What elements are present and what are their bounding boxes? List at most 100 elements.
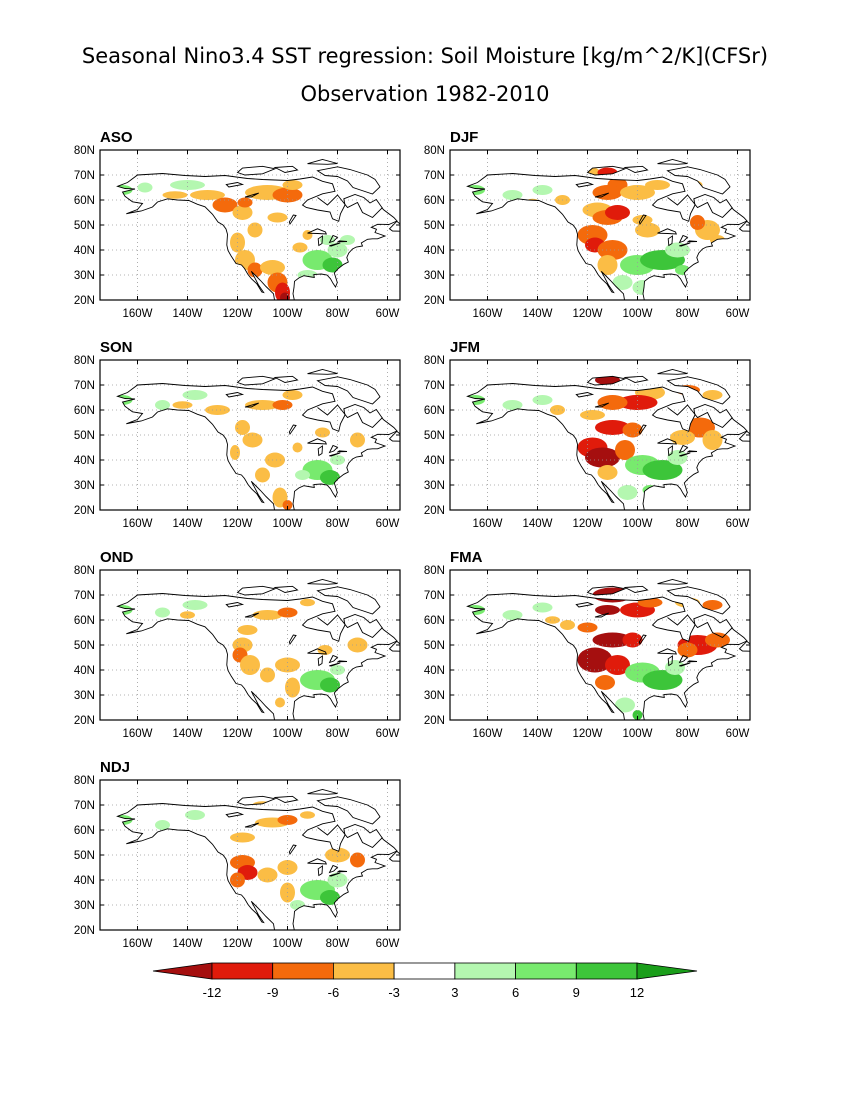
lat-tick-label: 80N (74, 355, 95, 367)
anomaly-shading (317, 645, 333, 655)
lon-tick-label: 100W (622, 518, 652, 530)
lon-tick-label: 80W (326, 728, 350, 740)
lon-tick-label: 160W (122, 938, 152, 950)
lat-tick-label: 60N (424, 195, 445, 207)
lon-tick-label: 100W (272, 728, 302, 740)
panel-label: DJF (450, 129, 478, 146)
lat-tick-label: 80N (424, 565, 445, 577)
anomaly-shading (595, 420, 630, 435)
lon-tick-label: 100W (622, 308, 652, 320)
lat-tick-label: 60N (74, 615, 95, 627)
map-panel-aso: ASO 80N 70N 60N 50N 40N 30N 20N 160W 140W 120W 100W… (74, 129, 401, 320)
lat-tick-label: 40N (74, 455, 95, 467)
anomaly-shading (502, 400, 523, 410)
coastlines (116, 159, 400, 300)
anomaly-shading (597, 465, 618, 480)
lon-tick-label: 160W (122, 308, 152, 320)
lon-tick-label: 60W (376, 518, 400, 530)
anomaly-shading (257, 867, 278, 883)
lon-tick-label: 120W (222, 728, 252, 740)
anomaly-shading (275, 697, 285, 708)
anomaly-shading (172, 401, 193, 409)
anomaly-shading (597, 240, 628, 260)
anomaly-shading (230, 445, 240, 460)
anomaly-shading (592, 185, 623, 200)
lat-tick-label: 70N (74, 590, 95, 602)
anomaly-shading (285, 677, 300, 698)
anomaly-shading (247, 262, 263, 278)
lon-tick-label: 140W (172, 518, 202, 530)
anomaly-shading (325, 847, 350, 863)
axis-ticks: 80N 70N 60N 50N 40N 30N 20N 160W 140W 120W 100W 80W… (424, 565, 750, 740)
lat-tick-label: 70N (424, 170, 445, 182)
lat-tick-label: 30N (424, 690, 445, 702)
map-area (450, 150, 750, 300)
anomaly-shading (560, 620, 575, 630)
anomaly-shading (665, 660, 685, 675)
lon-tick-label: 60W (376, 938, 400, 950)
anomaly-shading (532, 602, 553, 613)
lon-tick-label: 60W (376, 308, 400, 320)
map-area (100, 570, 400, 720)
lat-tick-label: 20N (424, 505, 445, 517)
lon-tick-label: 160W (472, 518, 502, 530)
anomaly-shading (320, 677, 340, 693)
anomaly-shading (615, 697, 635, 713)
lat-tick-label: 40N (74, 875, 95, 887)
anomaly-shading (622, 422, 643, 438)
coastlines (116, 579, 400, 720)
lon-tick-label: 100W (272, 518, 302, 530)
lon-tick-label: 60W (726, 518, 750, 530)
lon-tick-label: 60W (726, 728, 750, 740)
anomaly-shading (300, 598, 315, 607)
anomaly-shading (170, 180, 205, 190)
map-panel-ndj: NDJ 80N 70N 60N 50N 40N 30N 20N 160W 140W 120W 100W… (74, 759, 401, 950)
lat-tick-label: 70N (74, 800, 95, 812)
anomaly-shading (320, 235, 335, 245)
anomaly-shading (617, 485, 638, 500)
anomaly-shading (545, 616, 560, 624)
anomaly-shading (612, 275, 633, 290)
anomaly-shading (280, 292, 290, 300)
lon-tick-label: 80W (676, 518, 700, 530)
panel-label: NDJ (100, 759, 130, 776)
lat-tick-label: 80N (424, 355, 445, 367)
lon-tick-label: 160W (472, 728, 502, 740)
lat-tick-label: 40N (424, 665, 445, 677)
panel-label: JFM (450, 339, 480, 356)
grid-lines (450, 570, 750, 720)
map-panel-son: SON 80N 70N 60N 50N 40N 30N 20N 160W 140W 120W 100W… (74, 339, 401, 530)
anomaly-shading (315, 427, 330, 438)
lat-tick-label: 50N (424, 430, 445, 442)
lon-tick-label: 80W (676, 308, 700, 320)
axis-ticks: 80N 70N 60N 50N 40N 30N 20N 160W 140W 120W 100W 80W… (74, 355, 400, 530)
anomaly-shading (580, 410, 605, 420)
lon-tick-label: 100W (622, 728, 652, 740)
panel-label: FMA (450, 549, 483, 566)
lon-tick-label: 80W (676, 728, 700, 740)
map-area (100, 360, 400, 510)
lat-tick-label: 60N (74, 405, 95, 417)
lat-tick-label: 50N (74, 850, 95, 862)
lon-tick-label: 120W (572, 518, 602, 530)
anomaly-shading (237, 625, 258, 635)
figure-subtitle: Observation 1982-2010 (300, 82, 549, 106)
anomaly-shading (137, 182, 153, 193)
anomaly-shading (182, 390, 208, 400)
anomaly-shading (190, 190, 225, 200)
anomaly-shading (267, 212, 288, 223)
anomaly-shading (155, 820, 170, 830)
anomaly-shading (182, 600, 208, 610)
lon-tick-label: 60W (726, 308, 750, 320)
anomaly-shading (645, 180, 670, 190)
lon-tick-label: 140W (522, 728, 552, 740)
lon-tick-label: 80W (326, 938, 350, 950)
anomaly-shading (277, 607, 298, 618)
lat-tick-label: 30N (424, 270, 445, 282)
anomaly-shading (155, 607, 170, 618)
anomaly-shading (577, 647, 613, 673)
anomaly-shading (350, 432, 365, 448)
anomaly-shading (605, 205, 630, 220)
lon-tick-label: 160W (122, 518, 152, 530)
